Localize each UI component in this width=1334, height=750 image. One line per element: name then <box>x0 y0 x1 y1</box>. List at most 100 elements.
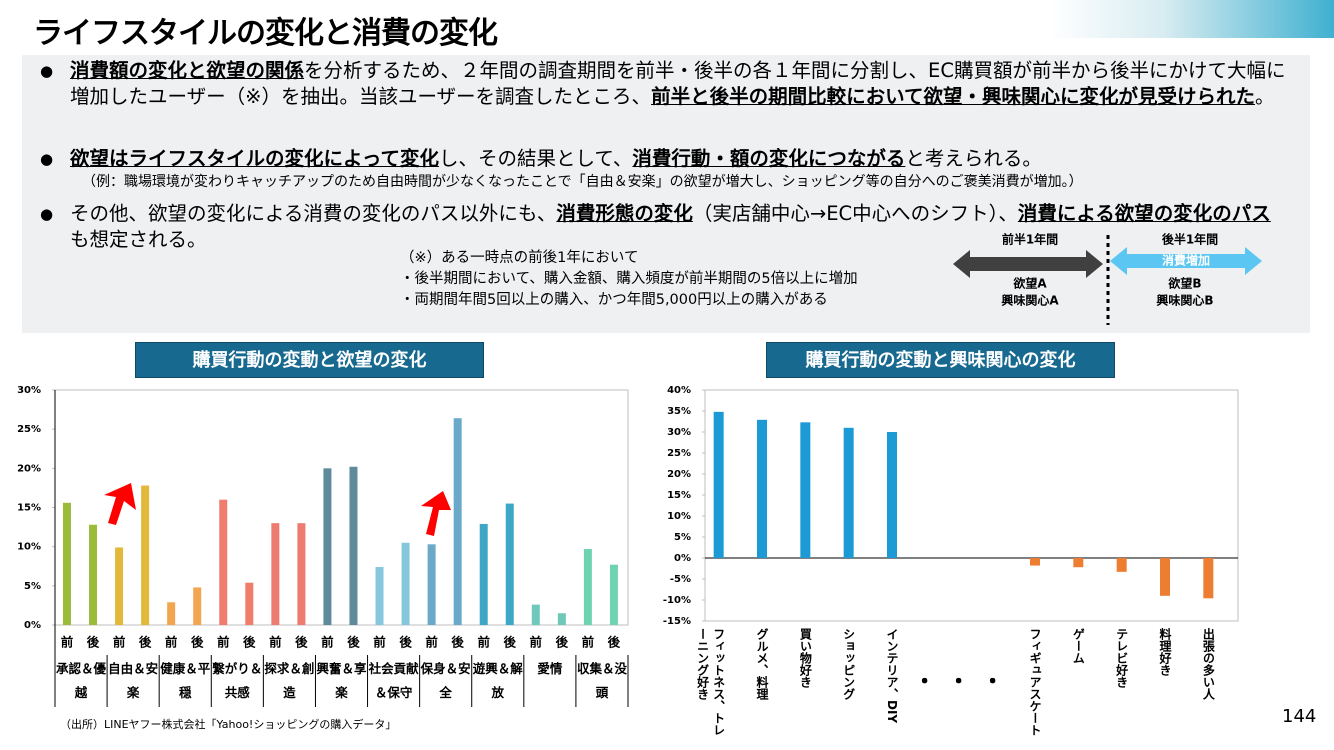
interest-chart: -15% -10% -5% 0% 5% 10% 15% 20% 25% 30% 35% 40% <box>663 385 1239 627</box>
series-label: 後 <box>243 635 256 650</box>
series-label: 後 <box>608 635 621 650</box>
bar <box>167 602 176 625</box>
bullet: ● その他、欲望の変化による消費の変化のパス以外にも、消費形態の変化（実店舗中心→… <box>40 201 1290 253</box>
x-tick-label: 料理好き <box>1158 628 1172 676</box>
series-label: 前 <box>217 635 230 650</box>
y-tick-label: 15% <box>667 490 691 501</box>
bar <box>62 502 71 625</box>
category-cell: 探求＆創造 <box>264 661 314 700</box>
source: （出所）LINEヤフー株式会社「Yahoo!ショッピングの購入データ」 <box>60 718 397 731</box>
bar <box>453 418 462 625</box>
series-label: 後 <box>451 635 464 650</box>
category-cell: 繋がり＆共感 <box>212 661 263 700</box>
chart-title: 購買行動の変動と欲望の変化 <box>135 342 484 378</box>
series-label: 前 <box>373 635 386 650</box>
x-tick-label: グルメ、料理 <box>755 628 769 700</box>
x-tick-label: 社会貢献＆保守 <box>368 661 419 700</box>
series-label: 前 <box>321 635 334 650</box>
arrow-label: 消費増加 <box>1162 253 1210 268</box>
after-arrow <box>1110 247 1262 275</box>
x-tick-label: ショッピング <box>841 628 856 700</box>
bar <box>115 547 124 625</box>
category-cell: 健康＆平穏 <box>160 661 210 700</box>
bar <box>141 485 150 625</box>
series-label: 前 <box>61 635 74 650</box>
category-cell: 収集＆没頭 <box>577 661 627 700</box>
category-cell: 社会貢献＆保守 <box>368 661 419 700</box>
bar <box>245 582 254 625</box>
plot-frame <box>704 389 1239 622</box>
category-cell: 自由＆安楽 <box>108 661 159 700</box>
category-cell: 保身＆安全 <box>420 661 471 700</box>
bar <box>323 468 332 625</box>
series-label: 後 <box>139 635 152 650</box>
plot-frame <box>54 389 629 626</box>
y-tick-label: 30% <box>17 385 41 396</box>
x-tick-label: 買い物好き <box>798 628 813 688</box>
bar <box>531 604 540 625</box>
bar <box>713 411 724 558</box>
x-tick-label: ・・・ <box>913 670 1016 695</box>
bar <box>193 587 202 625</box>
bullet-dot: ● <box>40 62 54 80</box>
emphasis: 欲望はライフスタイルの変化によって変化 <box>70 147 439 170</box>
after-item: 欲望B <box>1167 276 1201 291</box>
series-label: 後 <box>191 635 204 650</box>
x-tick-label: フィギュアスケート <box>1028 628 1042 736</box>
footnote-line: ・両期間年間5回以上の購入、かつ年間5,000円以上の購入がある <box>400 292 828 308</box>
x-tick-label: 保身＆安全 <box>420 661 471 700</box>
summary-box <box>22 55 1310 333</box>
y-tick-label: 5% <box>24 581 41 592</box>
x-tick-label: フィットネス、トレーニング好き <box>695 628 726 736</box>
slide-title: ライフスタイルの変化と消費の変化 <box>33 16 498 51</box>
bar <box>557 613 566 625</box>
bar <box>219 499 228 625</box>
bar <box>1160 558 1170 596</box>
series-label: 前 <box>165 635 178 650</box>
x-tick-label: 自由＆安楽 <box>108 661 159 700</box>
category-cell: 愛情 <box>537 661 562 676</box>
y-tick-label: 0% <box>674 553 691 564</box>
y-tick-label: 35% <box>667 406 691 417</box>
series-label: 前 <box>113 635 126 650</box>
bar <box>505 503 514 625</box>
bar <box>89 524 98 625</box>
x-tick-label: ゲーム <box>1071 628 1086 664</box>
series-label: 後 <box>503 635 516 650</box>
before-arrow <box>953 250 1103 278</box>
footnote-line: ・後半期間において、購入金額、購入頻度が前半期間の5倍以上に増加 <box>400 271 858 287</box>
bar <box>757 419 767 558</box>
bar <box>271 523 280 625</box>
y-tick-label: 25% <box>667 448 691 459</box>
desire-chart: 0%5%10%15%20%25%30%前 後承認＆優越前 後自由＆安楽前 後健康＆平穏… <box>17 385 629 707</box>
y-tick-label: -5% <box>670 574 691 585</box>
series-label: 前 <box>582 635 595 650</box>
y-tick-label: 15% <box>17 503 41 514</box>
after-label: 後半1年間 <box>1162 232 1218 247</box>
y-tick-label: 20% <box>667 469 691 480</box>
bar <box>1030 558 1040 566</box>
text: と考えられる。 <box>905 147 1042 170</box>
bar <box>800 422 811 558</box>
y-tick-label: -10% <box>663 595 691 606</box>
y-tick-label: 20% <box>17 463 41 474</box>
bullet: ● 消費額の変化と欲望の関係を分析するため、２年間の調査期間を前半・後半の各１年間… <box>40 58 1290 110</box>
increase-arrow <box>104 483 136 525</box>
bar <box>401 542 410 625</box>
x-tick-label: テレビ好き <box>1114 628 1129 688</box>
footnote: （※）ある一時点の前後1年において ・後半期間において、購入金額、購入頻度が前半期… <box>400 248 858 311</box>
text: （実店舗中心→EC中心へのシフト）、 <box>692 202 1018 225</box>
y-tick-label: 40% <box>667 385 691 396</box>
emphasis: 消費形態の変化 <box>556 202 693 225</box>
before-item: 欲望A <box>1012 276 1047 291</box>
category-cell: 遊興＆解放 <box>473 661 523 700</box>
series-label: 後 <box>87 635 100 650</box>
bar <box>843 427 854 558</box>
chart-title: 購買行動の変動と興味関心の変化 <box>766 342 1115 378</box>
x-tick-label: 繋がり＆共感 <box>212 661 263 700</box>
page-number: 144 <box>1282 706 1317 727</box>
after-item: 興味関心B <box>1156 293 1213 308</box>
y-tick-label: 10% <box>17 542 41 553</box>
series-label: 前 <box>269 635 282 650</box>
